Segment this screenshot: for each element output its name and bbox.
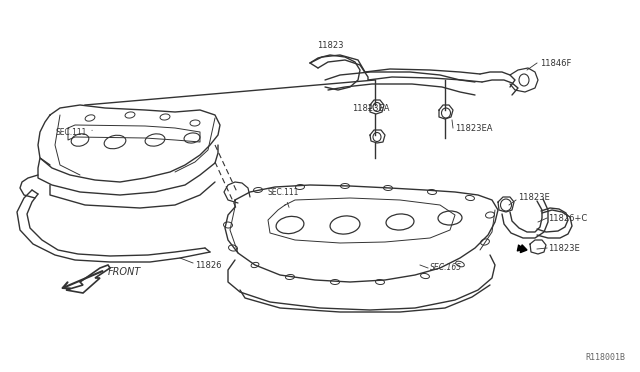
Text: SEC.111: SEC.111 (55, 128, 92, 137)
Ellipse shape (190, 120, 200, 126)
Text: R118001B: R118001B (585, 353, 625, 362)
Ellipse shape (481, 239, 490, 245)
Ellipse shape (486, 212, 495, 218)
Ellipse shape (465, 195, 474, 201)
Ellipse shape (251, 262, 259, 267)
Ellipse shape (428, 189, 436, 195)
Ellipse shape (145, 134, 165, 146)
Ellipse shape (383, 186, 392, 190)
Ellipse shape (228, 245, 237, 251)
Ellipse shape (386, 214, 414, 230)
FancyArrow shape (518, 245, 527, 253)
Ellipse shape (71, 134, 89, 146)
Ellipse shape (456, 261, 464, 267)
Ellipse shape (160, 114, 170, 120)
Text: 11823E: 11823E (518, 192, 550, 202)
Ellipse shape (85, 115, 95, 121)
Ellipse shape (104, 135, 126, 149)
Text: SEC.165: SEC.165 (430, 263, 462, 273)
Ellipse shape (184, 133, 200, 143)
Ellipse shape (438, 211, 462, 225)
Text: 11823EA: 11823EA (352, 103, 390, 112)
Ellipse shape (276, 217, 304, 234)
Ellipse shape (330, 279, 339, 285)
Text: 11846F: 11846F (540, 58, 572, 67)
Ellipse shape (253, 187, 262, 193)
Ellipse shape (285, 275, 294, 279)
Text: 11826+C: 11826+C (548, 214, 588, 222)
Ellipse shape (125, 112, 135, 118)
Ellipse shape (223, 222, 232, 228)
Text: SEC.111: SEC.111 (268, 188, 300, 207)
Ellipse shape (376, 279, 385, 285)
Text: 11823EA: 11823EA (455, 124, 493, 132)
Ellipse shape (330, 216, 360, 234)
Text: FRONT: FRONT (108, 267, 141, 277)
Text: 11823E: 11823E (548, 244, 580, 253)
Polygon shape (66, 265, 110, 293)
Ellipse shape (420, 273, 429, 279)
Text: 11823: 11823 (317, 41, 343, 50)
Ellipse shape (340, 183, 349, 189)
Ellipse shape (296, 185, 305, 189)
Text: 11826: 11826 (195, 260, 221, 269)
